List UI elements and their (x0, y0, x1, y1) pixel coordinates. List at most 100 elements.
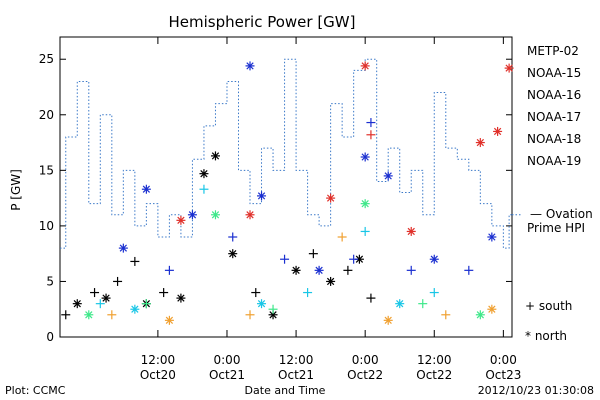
data-point-noaa-15-south (228, 232, 238, 242)
legend-symbol-north: * north (525, 329, 567, 343)
data-point-metp-02-north (176, 293, 186, 303)
data-point-noaa-17-south (141, 299, 151, 309)
data-point-noaa-15-north (141, 184, 151, 194)
data-point-noaa-15-north (314, 265, 324, 275)
data-point-metp-02-south (251, 288, 261, 298)
ovation-step-line (60, 58, 512, 249)
data-point-noaa-16-north (395, 299, 405, 309)
data-point-noaa-18-south (441, 310, 451, 320)
data-point-noaa-16-south (303, 288, 313, 298)
data-point-noaa-15-south (280, 254, 290, 264)
data-point-noaa-15-north (257, 191, 267, 201)
x-tick-date-label: Oct22 (347, 368, 383, 382)
data-point-noaa-17-north (84, 310, 94, 320)
data-point-noaa-18-south (245, 310, 255, 320)
legend: METP-02 NOAA-15 NOAA-16 NOAA-17 NOAA-18 NOAA-… (512, 44, 593, 343)
data-point-noaa-19-north (406, 226, 416, 236)
data-point-noaa-19-north (360, 61, 370, 71)
legend-entry-noaa-19: NOAA-19 (527, 154, 581, 168)
x-tick-time-label: 12:00 (417, 353, 452, 367)
data-point-noaa-18-south (107, 310, 117, 320)
data-point-metp-02-north (101, 293, 111, 303)
data-point-noaa-19-north (475, 138, 485, 148)
data-point-noaa-15-south (406, 265, 416, 275)
data-point-noaa-18-north (383, 315, 393, 325)
data-point-noaa-16-north (257, 299, 267, 309)
x-tick-date-label: Oct23 (485, 368, 521, 382)
data-point-noaa-18-south (337, 232, 347, 242)
data-point-noaa-15-south (366, 118, 376, 128)
x-tick-time-label: 0:00 (214, 353, 241, 367)
data-point-noaa-17-south (268, 304, 278, 314)
data-point-noaa-19-north (493, 126, 503, 136)
data-point-noaa-15-south (349, 254, 359, 264)
data-point-metp-02-south (343, 265, 353, 275)
data-point-noaa-16-north (130, 304, 140, 314)
legend-entry-noaa-16: NOAA-16 (527, 88, 581, 102)
data-point-metp-02-north (326, 276, 336, 286)
chart-title: Hemispheric Power [GW] (169, 13, 356, 31)
y-tick-label: 5 (46, 274, 54, 288)
data-point-metp-02-south (130, 256, 140, 266)
x-tick-time-label: 12:00 (141, 353, 176, 367)
y-axis-label: P [GW] (9, 169, 23, 211)
data-point-noaa-15-north (360, 152, 370, 162)
y-tick-label: 0 (46, 330, 54, 344)
data-point-noaa-15-north (383, 171, 393, 181)
plot-credit: Plot: CCMC (5, 384, 66, 397)
data-point-metp-02-south (366, 293, 376, 303)
x-tick-time-label: 12:00 (279, 353, 314, 367)
data-point-noaa-15-north (187, 210, 197, 220)
data-point-noaa-19-north (504, 63, 514, 73)
legend-entry-noaa-17: NOAA-17 (527, 110, 581, 124)
data-point-noaa-17-north (210, 210, 220, 220)
data-point-metp-02-north (210, 151, 220, 161)
data-point-metp-02-south (113, 276, 123, 286)
data-point-noaa-15-north (118, 243, 128, 253)
y-tick-label: 10 (39, 219, 54, 233)
x-tick-date-label: Oct21 (278, 368, 314, 382)
legend-entry-metp-02: METP-02 (527, 44, 579, 58)
data-point-noaa-18-north (487, 304, 497, 314)
legend-entry-noaa-18: NOAA-18 (527, 132, 581, 146)
legend-ovation-label-2: Prime HPI (527, 221, 585, 235)
data-point-noaa-17-north (475, 310, 485, 320)
data-point-metp-02-north (72, 299, 82, 309)
data-point-noaa-15-north (429, 254, 439, 264)
y-tick-label: 20 (39, 108, 54, 122)
data-point-noaa-17-south (418, 299, 428, 309)
data-point-noaa-15-south (164, 265, 174, 275)
data-point-metp-02-south (159, 288, 169, 298)
x-tick-time-label: 0:00 (352, 353, 379, 367)
data-point-metp-02-south (308, 249, 318, 259)
x-axis-label: Date and Time (245, 384, 326, 397)
data-point-metp-02-north (199, 169, 209, 179)
data-points (61, 61, 514, 325)
x-tick-date-label: Oct21 (209, 368, 245, 382)
ovation-step-path (60, 58, 512, 249)
data-point-noaa-19-north (326, 193, 336, 203)
data-point-noaa-16-south (429, 288, 439, 298)
x-axis: 12:00Oct200:00Oct2112:00Oct210:00Oct2212… (140, 37, 521, 382)
x-tick-date-label: Oct20 (140, 368, 176, 382)
data-point-metp-02-south (61, 310, 71, 320)
data-point-metp-02-north (291, 265, 301, 275)
data-point-metp-02-south (90, 288, 100, 298)
legend-entry-noaa-15: NOAA-15 (527, 66, 581, 80)
data-point-noaa-15-north (245, 61, 255, 71)
data-point-noaa-16-south (360, 226, 370, 236)
data-point-noaa-18-north (164, 315, 174, 325)
data-point-metp-02-north (354, 254, 364, 264)
data-point-noaa-16-south (199, 184, 209, 194)
data-point-noaa-15-south (464, 265, 474, 275)
data-point-noaa-15-north (487, 232, 497, 242)
data-point-noaa-19-south (366, 130, 376, 140)
x-tick-time-label: 0:00 (490, 353, 517, 367)
data-point-noaa-16-south (95, 299, 105, 309)
plot-frame (59, 36, 513, 338)
data-point-noaa-19-north (176, 215, 186, 225)
legend-ovation-label: — Ovation (530, 207, 593, 221)
x-tick-date-label: Oct22 (416, 368, 452, 382)
data-point-noaa-17-north (360, 199, 370, 209)
